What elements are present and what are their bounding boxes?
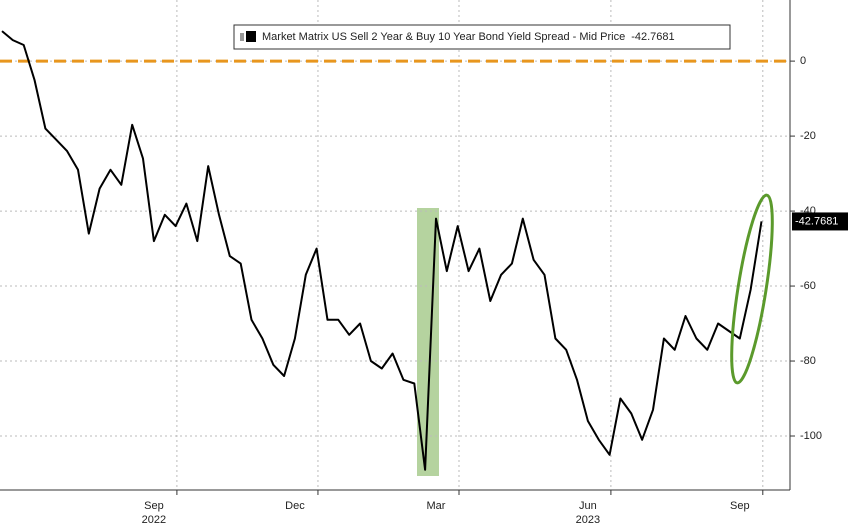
legend-box bbox=[233, 24, 731, 50]
legend-value: -42.7681 bbox=[631, 31, 674, 43]
x-tick-label: Sep bbox=[144, 500, 164, 512]
year-label: 2023 bbox=[576, 514, 600, 526]
legend-label: Market Matrix US Sell 2 Year & Buy 10 Ye… bbox=[262, 31, 625, 43]
highlight-ellipse bbox=[730, 193, 774, 385]
last-value-label: -42.7681 bbox=[795, 215, 838, 227]
x-tick-label: Dec bbox=[285, 500, 305, 512]
legend: Market Matrix US Sell 2 Year & Buy 10 Ye… bbox=[233, 24, 731, 50]
legend-swatch-shadow bbox=[240, 33, 244, 41]
y-tick-label: 0 bbox=[800, 55, 806, 67]
y-tick-label: -60 bbox=[800, 280, 816, 292]
x-tick-label: Mar bbox=[427, 500, 446, 512]
y-tick-label: -20 bbox=[800, 130, 816, 142]
y-tick-label: -80 bbox=[800, 355, 816, 367]
year-label: 2022 bbox=[142, 514, 166, 526]
data-line bbox=[1, 30, 763, 471]
x-tick-label: Sep bbox=[730, 500, 750, 512]
x-tick-label: Jun bbox=[579, 500, 597, 512]
legend-swatch bbox=[246, 31, 256, 42]
y-tick-label: -100 bbox=[800, 430, 822, 442]
last-value-tag bbox=[792, 212, 848, 231]
